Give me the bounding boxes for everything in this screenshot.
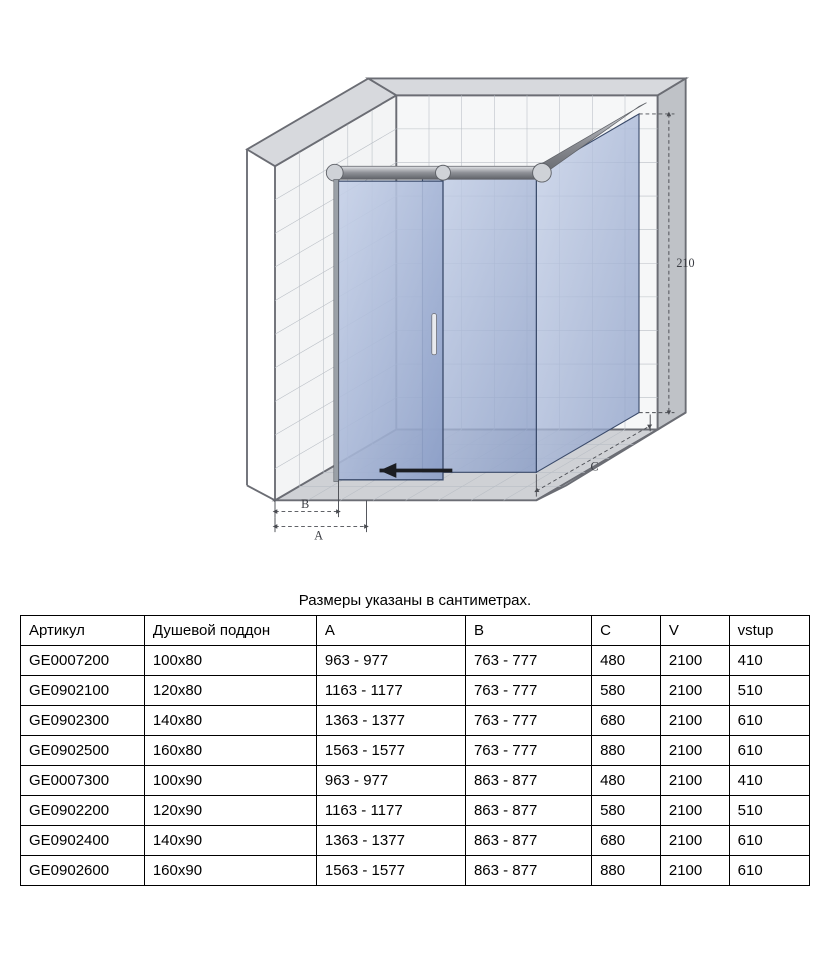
cell: 140x80 — [144, 706, 316, 736]
cell: 100x80 — [144, 646, 316, 676]
table-body: GE0007200 100x80 963 - 977 763 - 777 480… — [21, 646, 810, 886]
col-article: Артикул — [21, 616, 145, 646]
cell: GE0902100 — [21, 676, 145, 706]
cell: 140x90 — [144, 826, 316, 856]
cell: GE0007200 — [21, 646, 145, 676]
door-handle — [432, 314, 437, 355]
rail-roller — [436, 165, 451, 180]
table-row: GE0007300 100x90 963 - 977 863 - 877 480… — [21, 766, 810, 796]
cell: 2100 — [660, 736, 729, 766]
table-row: GE0902200 120x90 1163 - 1177 863 - 877 5… — [21, 796, 810, 826]
rail-endcap-left — [326, 164, 343, 181]
dim-label-c: C — [590, 459, 598, 473]
table-header-row: Артикул Душевой поддон A B C V vstup — [21, 616, 810, 646]
col-v: V — [660, 616, 729, 646]
cell: GE0902200 — [21, 796, 145, 826]
col-a: A — [316, 616, 465, 646]
cell: 120x90 — [144, 796, 316, 826]
cell: 2100 — [660, 766, 729, 796]
sliding-door-glass — [338, 181, 443, 480]
cell: 510 — [729, 796, 809, 826]
cell: 1163 - 1177 — [316, 796, 465, 826]
cell: 2100 — [660, 706, 729, 736]
table-row: GE0902100 120x80 1163 - 1177 763 - 777 5… — [21, 676, 810, 706]
cell: 410 — [729, 646, 809, 676]
cell: GE0007300 — [21, 766, 145, 796]
cell: 963 - 977 — [316, 646, 465, 676]
cell: 763 - 777 — [465, 676, 591, 706]
cell: 510 — [729, 676, 809, 706]
cell: 2100 — [660, 676, 729, 706]
cell: 2100 — [660, 856, 729, 886]
cell: 880 — [592, 856, 661, 886]
cell: GE0902500 — [21, 736, 145, 766]
cell: 2100 — [660, 646, 729, 676]
table-row: GE0007200 100x80 963 - 977 763 - 777 480… — [21, 646, 810, 676]
cell: 120x80 — [144, 676, 316, 706]
cell: 160x80 — [144, 736, 316, 766]
cell: 1563 - 1577 — [316, 856, 465, 886]
cell: 2100 — [660, 826, 729, 856]
cell: 480 — [592, 766, 661, 796]
cell: 2100 — [660, 796, 729, 826]
cell: 610 — [729, 856, 809, 886]
rail-endcap-right — [533, 163, 552, 182]
dim-label-b: B — [301, 497, 309, 511]
cell: 100x90 — [144, 766, 316, 796]
cell: 863 - 877 — [465, 796, 591, 826]
cell: GE0902400 — [21, 826, 145, 856]
table-row: GE0902600 160x90 1563 - 1577 863 - 877 8… — [21, 856, 810, 886]
shower-enclosure-diagram: 2100 C B A — [0, 0, 830, 590]
cell: 763 - 777 — [465, 706, 591, 736]
cell: 763 - 777 — [465, 736, 591, 766]
cell: 863 - 877 — [465, 826, 591, 856]
cell: 680 — [592, 706, 661, 736]
cell: 680 — [592, 826, 661, 856]
cell: 480 — [592, 646, 661, 676]
cell: 160x90 — [144, 856, 316, 886]
dim-label-height: 2100 — [676, 256, 695, 270]
dim-label-a: A — [314, 529, 323, 543]
cell: 963 - 977 — [316, 766, 465, 796]
table-row: GE0902500 160x80 1563 - 1577 763 - 777 8… — [21, 736, 810, 766]
cell: 1163 - 1177 — [316, 676, 465, 706]
cell: 410 — [729, 766, 809, 796]
cell: 880 — [592, 736, 661, 766]
table-row: GE0902400 140x90 1363 - 1377 863 - 877 6… — [21, 826, 810, 856]
cell: GE0902600 — [21, 856, 145, 886]
cell: 1363 - 1377 — [316, 826, 465, 856]
col-b: B — [465, 616, 591, 646]
col-c: C — [592, 616, 661, 646]
cell: 863 - 877 — [465, 766, 591, 796]
cell: 1563 - 1577 — [316, 736, 465, 766]
cell: 610 — [729, 736, 809, 766]
cell: 863 - 877 — [465, 856, 591, 886]
cell: 610 — [729, 826, 809, 856]
cell: 580 — [592, 796, 661, 826]
cell: 580 — [592, 676, 661, 706]
dimensions-table: Артикул Душевой поддон A B C V vstup GE0… — [20, 615, 810, 886]
cell: 763 - 777 — [465, 646, 591, 676]
cell: GE0902300 — [21, 706, 145, 736]
col-tray: Душевой поддон — [144, 616, 316, 646]
table-row: GE0902300 140x80 1363 - 1377 763 - 777 6… — [21, 706, 810, 736]
isometric-shower-svg: 2100 C B A — [135, 15, 695, 575]
col-vstup: vstup — [729, 616, 809, 646]
cell: 610 — [729, 706, 809, 736]
cell: 1363 - 1377 — [316, 706, 465, 736]
caption-text: Размеры указаны в сантиметрах. — [0, 592, 830, 609]
